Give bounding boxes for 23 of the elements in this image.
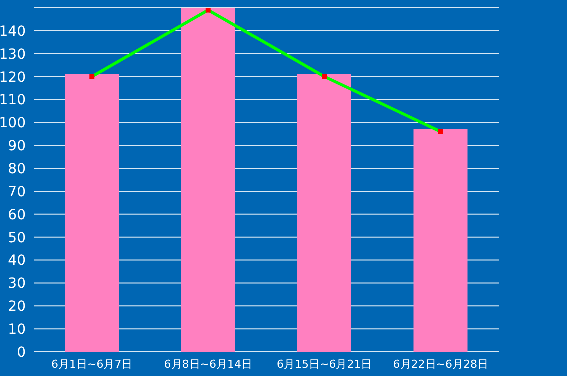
x-tick-label: 6月8日~6月14日 xyxy=(164,358,252,371)
y-tick-label: 10 xyxy=(8,322,26,338)
y-tick-label: 20 xyxy=(8,299,26,316)
x-tick-label: 6月15日~6月21日 xyxy=(277,358,372,371)
bar xyxy=(298,74,352,352)
bar xyxy=(181,8,236,352)
y-tick-label: 130 xyxy=(0,46,26,63)
y-tick-label: 50 xyxy=(8,230,26,246)
y-tick-label: 90 xyxy=(8,138,26,155)
y-tick-label: 40 xyxy=(8,253,26,270)
y-tick-label: 100 xyxy=(0,116,26,132)
y-tick-label: 140 xyxy=(0,24,26,40)
y-tick-label: 110 xyxy=(0,92,26,109)
x-tick-label: 6月22日~6月28日 xyxy=(393,358,488,371)
y-tick-label: 30 xyxy=(8,276,26,292)
y-tick-label: 70 xyxy=(8,184,26,200)
y-tick-label: 120 xyxy=(0,70,26,86)
bar xyxy=(414,130,468,352)
y-tick-label: 80 xyxy=(8,162,26,178)
y-tick-label: 60 xyxy=(8,207,26,224)
x-tick-label: 6月1日~6月7日 xyxy=(52,358,133,371)
bar xyxy=(65,74,119,352)
y-tick-label: 0 xyxy=(17,344,26,361)
